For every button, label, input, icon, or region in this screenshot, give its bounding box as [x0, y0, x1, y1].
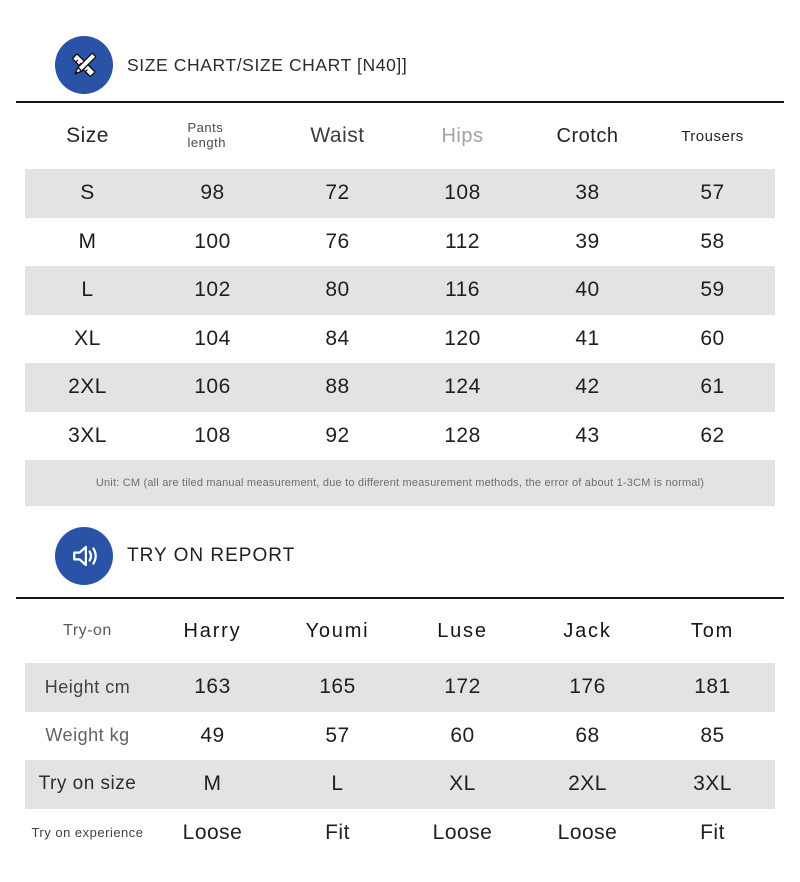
size-cell: 3XL — [68, 423, 107, 447]
column-header-luse: Luse — [437, 619, 488, 642]
row-label: Weight kg — [45, 725, 130, 746]
value-cell: 181 — [694, 675, 731, 699]
column-header-waist: Waist — [310, 124, 365, 147]
table-row-s: S 98 72 108 38 57 — [25, 169, 775, 218]
row-label: Try on size — [38, 773, 137, 795]
value-cell: 98 — [200, 181, 225, 205]
divider — [16, 101, 784, 103]
size-cell: 2XL — [68, 375, 107, 399]
value-cell: 116 — [445, 278, 480, 302]
value-cell: 85 — [700, 723, 725, 747]
column-header-tom: Tom — [690, 619, 735, 642]
value-cell: 38 — [575, 181, 600, 205]
value-cell: 172 — [444, 675, 481, 699]
table-row-try-on-experience: Try on experience Loose Fit Loose Loose … — [25, 809, 775, 858]
value-cell: 61 — [700, 375, 725, 399]
value-cell: Loose — [182, 820, 243, 844]
value-cell: 100 — [194, 229, 231, 253]
value-cell: 57 — [325, 723, 350, 747]
size-cell: S — [80, 181, 95, 205]
value-cell: 104 — [194, 326, 231, 350]
column-header-pants-length-label: Pants length — [187, 120, 226, 150]
column-header-harry: Harry — [183, 619, 242, 642]
column-header-pants-length: Pants length — [150, 120, 275, 151]
value-cell: 76 — [325, 229, 350, 253]
value-cell: 58 — [700, 229, 725, 253]
try-on-column-headers: Try-on Harry Youmi Luse Jack Tom — [25, 599, 775, 663]
size-chart-header: SIZE CHART/SIZE CHART [N40]] — [55, 0, 800, 94]
size-chart-title: SIZE CHART/SIZE CHART [N40]] — [127, 54, 408, 75]
try-on-report-title: TRY ON REPORT — [127, 545, 296, 566]
value-cell: Loose — [432, 820, 493, 844]
table-row-l: L 102 80 116 40 59 — [25, 266, 775, 315]
table-row-try-on-size: Try on size M L XL 2XL 3XL — [25, 760, 775, 809]
value-cell: 62 — [700, 423, 725, 447]
value-cell: 84 — [325, 326, 350, 350]
value-cell: 2XL — [568, 772, 607, 796]
table-row-m: M 100 76 112 39 58 — [25, 218, 775, 267]
value-cell: 43 — [575, 423, 600, 447]
value-cell: 80 — [325, 278, 350, 302]
value-cell: 42 — [575, 375, 600, 399]
try-on-report-table: Try-on Harry Youmi Luse Jack Tom Height … — [25, 599, 775, 857]
value-cell: L — [331, 772, 344, 796]
table-row-3xl: 3XL 108 92 128 43 62 — [25, 412, 775, 461]
size-chart-table: Size Pants length Waist Hips Crotch Trou… — [25, 103, 775, 460]
table-row-2xl: 2XL 106 88 124 42 61 — [25, 363, 775, 412]
try-on-report-header: TRY ON REPORT — [55, 527, 800, 585]
value-cell: 68 — [575, 723, 600, 747]
value-cell: 108 — [194, 423, 231, 447]
column-header-trousers: Trousers — [681, 127, 744, 145]
value-cell: 88 — [325, 375, 350, 399]
value-cell: 165 — [319, 675, 356, 699]
size-cell: XL — [74, 326, 101, 350]
value-cell: 3XL — [693, 772, 732, 796]
value-cell: 128 — [444, 423, 481, 447]
column-header-size: Size — [66, 124, 109, 147]
value-cell: 106 — [194, 375, 231, 399]
value-cell: 57 — [700, 181, 725, 205]
value-cell: 112 — [445, 229, 480, 253]
value-cell: 72 — [325, 181, 350, 205]
column-header-try-on: Try-on — [63, 622, 112, 639]
value-cell: 92 — [325, 423, 350, 447]
row-label: Height cm — [44, 676, 131, 697]
column-header-youmi: Youmi — [305, 619, 370, 642]
value-cell: 163 — [194, 675, 231, 699]
table-row-weight: Weight kg 49 57 60 68 85 — [25, 712, 775, 761]
value-cell: 59 — [700, 278, 725, 302]
value-cell: 41 — [575, 326, 600, 350]
pencil-ruler-icon — [55, 36, 113, 94]
size-cell: L — [81, 278, 94, 302]
value-cell: 108 — [444, 181, 481, 205]
value-cell: 60 — [700, 326, 725, 350]
column-header-jack: Jack — [563, 619, 612, 642]
value-cell: XL — [449, 772, 476, 796]
size-chart-column-headers: Size Pants length Waist Hips Crotch Trou… — [25, 103, 775, 169]
table-row-height: Height cm 163 165 172 176 181 — [25, 663, 775, 712]
column-header-crotch: Crotch — [556, 124, 619, 147]
column-header-hips: Hips — [441, 124, 484, 147]
value-cell: 49 — [200, 723, 225, 747]
table-row-xl: XL 104 84 120 41 60 — [25, 315, 775, 364]
value-cell: M — [203, 772, 222, 796]
unit-note: Unit: CM (all are tiled manual measureme… — [25, 460, 775, 506]
value-cell: 124 — [444, 375, 481, 399]
speaker-icon — [55, 527, 113, 585]
value-cell: Loose — [557, 820, 618, 844]
value-cell: 39 — [575, 229, 600, 253]
value-cell: Fit — [700, 820, 725, 844]
size-cell: M — [78, 229, 97, 253]
divider — [16, 597, 784, 599]
value-cell: 120 — [444, 326, 481, 350]
row-label: Try on experience — [31, 825, 144, 841]
value-cell: 176 — [569, 675, 606, 699]
value-cell: 102 — [194, 278, 231, 302]
value-cell: 60 — [450, 723, 475, 747]
value-cell: 40 — [575, 278, 600, 302]
value-cell: Fit — [325, 820, 350, 844]
